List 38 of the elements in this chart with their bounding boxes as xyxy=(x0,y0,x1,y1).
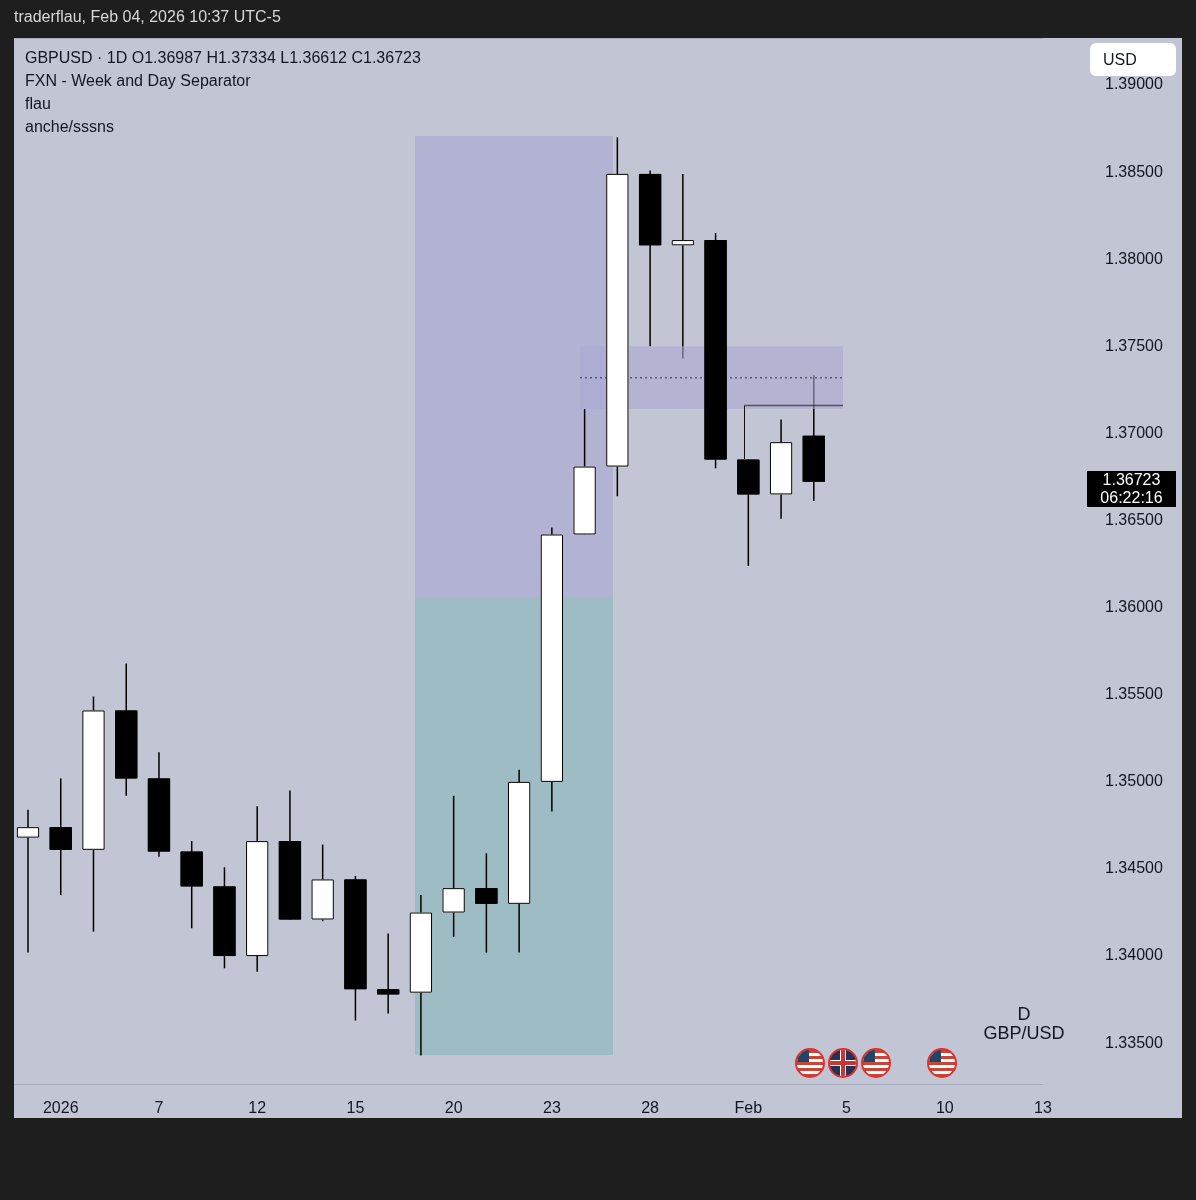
y-tick-label: 1.38000 xyxy=(1105,249,1163,267)
x-tick-label: 15 xyxy=(346,1099,365,1117)
text: traderflau, Feb 04, 2026 10:37 UTC-5 xyxy=(14,8,281,26)
annotation: FXN - Week and Day Separator xyxy=(25,72,251,90)
y-tick-label: 1.36500 xyxy=(1105,510,1163,528)
text: 06:22:16 xyxy=(1099,488,1164,507)
x-tick-label: 12 xyxy=(248,1099,267,1117)
y-tick-label: 1.37000 xyxy=(1105,423,1163,441)
y-tick-label: 1.38500 xyxy=(1105,162,1163,180)
text: GBPUSD · 1D O1.36987 H1.37334 L1.36612 C1.36723 xyxy=(25,49,421,67)
candlestick xyxy=(671,173,694,360)
x-tick-label: 7 xyxy=(154,1099,164,1117)
annotation: flau xyxy=(25,95,51,113)
text: USD xyxy=(1090,43,1176,76)
x-tick-label: Feb xyxy=(734,1099,763,1117)
annotation: GBP/USD xyxy=(982,1023,1066,1044)
x-tick-label: 10 xyxy=(935,1099,954,1117)
annotation: anche/sssns xyxy=(25,118,114,136)
y-tick-label: 1.37500 xyxy=(1105,336,1163,354)
y-tick-label: 1.35000 xyxy=(1105,772,1163,790)
x-tick-label: 2026 xyxy=(42,1099,79,1117)
candlestick xyxy=(475,852,498,954)
text: 1.36723 xyxy=(1101,470,1162,489)
x-tick-label: 23 xyxy=(542,1099,561,1117)
candlestick xyxy=(49,777,72,896)
x-tick-label: 20 xyxy=(444,1099,463,1117)
x-tick-label: 28 xyxy=(641,1099,660,1117)
candlestick xyxy=(377,932,400,1015)
y-tick-label: 1.34000 xyxy=(1105,946,1163,964)
candlestick xyxy=(16,809,40,954)
x-tick-label: 5 xyxy=(842,1099,852,1117)
y-tick-label: 1.33500 xyxy=(1105,1033,1163,1051)
y-tick-label: 1.36000 xyxy=(1105,598,1163,616)
annotation: D xyxy=(1016,1004,1032,1025)
y-tick-label: 1.34500 xyxy=(1105,859,1163,877)
y-tick-label: 1.39000 xyxy=(1105,75,1163,93)
y-tick-label: 1.35500 xyxy=(1105,685,1163,703)
x-tick-label: 13 xyxy=(1034,1099,1052,1117)
